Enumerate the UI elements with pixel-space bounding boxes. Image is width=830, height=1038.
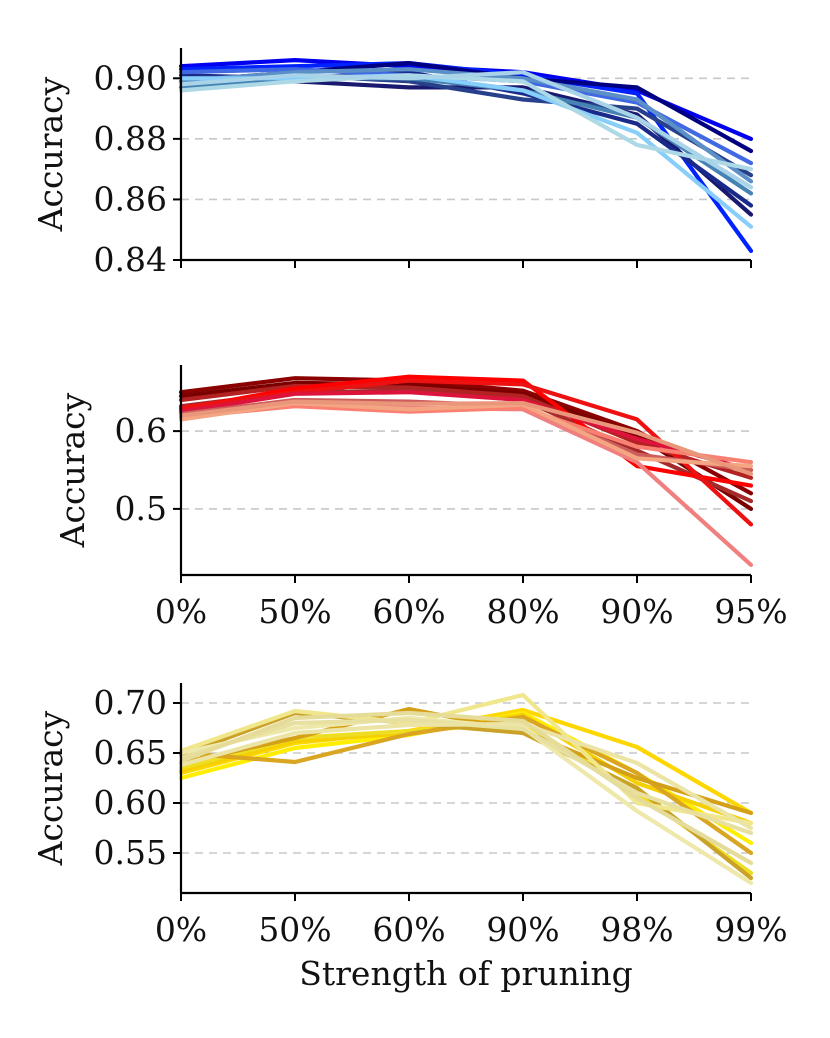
- y-tick-label: 0.88: [94, 119, 167, 158]
- x-tick-label: 90%: [486, 910, 559, 949]
- x-axis-title: Strength of pruning: [299, 954, 632, 993]
- series-line-run-10: [178, 404, 754, 465]
- x-tick-label: 50%: [258, 910, 331, 949]
- x-tick-label: 98%: [600, 910, 673, 949]
- series-line-run-7: [178, 710, 754, 881]
- y-tick-label: 0.86: [94, 179, 167, 218]
- chart-panel-top: 0.84 0.86 0.88 0.90 Accuracy: [31, 48, 754, 279]
- series-line-run-6: [178, 706, 754, 816]
- chart-panel-bottom: 0.55 0.60 0.65 0.70 0% 50% 60% 90% 98% 99% Accurac…: [31, 683, 788, 949]
- y-tick-label: 0.5: [115, 489, 167, 528]
- x-tick-label: 95%: [714, 592, 787, 631]
- x-tick-label: 90%: [600, 592, 673, 631]
- y-tick-label: 0.84: [94, 240, 167, 279]
- series-line-run-12: [178, 399, 754, 476]
- y-tick-label: 0.55: [94, 833, 167, 872]
- series-line-run-5: [178, 374, 754, 488]
- series-line-run-12: [178, 70, 754, 190]
- y-axis-title: Accuracy: [31, 76, 70, 232]
- x-tick-label: 99%: [714, 910, 787, 949]
- series-line-run-7: [178, 390, 754, 473]
- series-line-run-12: [178, 710, 754, 866]
- y-tick-label: 0.6: [115, 411, 167, 450]
- chart-panel-middle: 0.5 0.6 0% 50% 60% 80% 90% 95% Accuracy: [53, 365, 788, 631]
- series-line-run-11: [178, 721, 754, 831]
- x-tick-label: 0%: [155, 910, 207, 949]
- y-tick-label: 0.90: [94, 58, 167, 97]
- x-tick-label: 50%: [258, 592, 331, 631]
- y-axis-title: Accuracy: [53, 392, 92, 548]
- y-tick-label: 0.60: [94, 783, 167, 822]
- series-line-run-8: [178, 692, 754, 826]
- series-line-run-6: [178, 73, 754, 178]
- y-tick-label: 0.70: [94, 683, 167, 722]
- y-axis-title: Accuracy: [31, 710, 70, 866]
- series-line-run-9: [178, 401, 754, 568]
- x-tick-label: 0%: [155, 592, 207, 631]
- series-line-run-11: [178, 73, 754, 172]
- x-tick-label: 60%: [372, 910, 445, 949]
- y-tick-label: 0.65: [94, 733, 167, 772]
- x-tick-label: 80%: [486, 592, 559, 631]
- x-tick-label: 60%: [372, 592, 445, 631]
